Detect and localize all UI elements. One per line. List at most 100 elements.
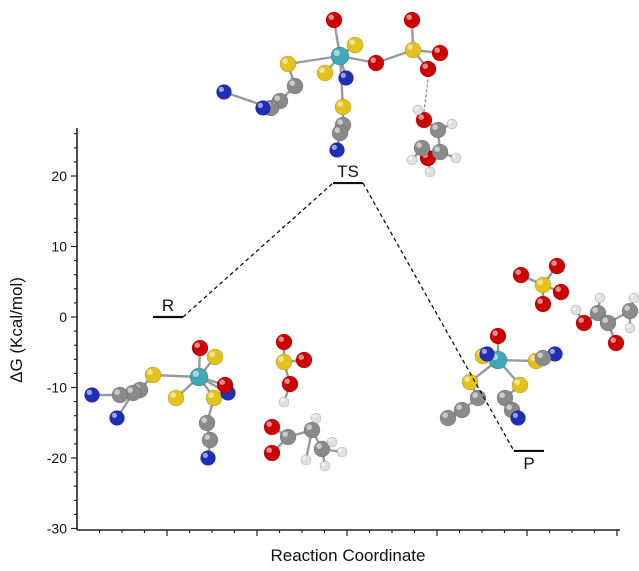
atom-highlight [415, 107, 419, 111]
atom [511, 411, 526, 426]
atom-highlight [278, 356, 284, 362]
reactant-complex-molecule-icon [85, 340, 236, 466]
atom [414, 140, 430, 156]
atom-highlight [627, 325, 631, 329]
atom [535, 350, 551, 366]
atom [432, 45, 448, 61]
atom-highlight [551, 260, 557, 266]
atom [335, 99, 351, 115]
atom-highlight [610, 337, 616, 343]
atom-highlight [442, 412, 448, 418]
atom-highlight [208, 392, 214, 398]
atom [168, 390, 184, 406]
level-label-ts: TS [337, 162, 359, 181]
atom [217, 377, 233, 393]
ts-ester-molecule-icon [407, 105, 461, 177]
atom-highlight [578, 317, 584, 323]
atom-highlight [409, 157, 413, 161]
atom-highlight [127, 387, 133, 393]
atom [332, 125, 348, 141]
atom [535, 277, 551, 293]
atom-highlight [449, 121, 453, 125]
atom-highlight [303, 457, 307, 461]
atom-highlight [147, 369, 153, 375]
atom [330, 143, 345, 158]
atom [535, 296, 551, 312]
atom-highlight [406, 14, 412, 20]
atom-highlight [258, 103, 263, 108]
atom-highlight [282, 58, 288, 64]
atom-highlight [194, 342, 200, 348]
reactant-acid-molecule-icon [276, 334, 312, 407]
atom-highlight [456, 404, 462, 410]
atom-highlight [514, 379, 520, 385]
atom-highlight [201, 417, 207, 423]
atom-highlight [203, 453, 208, 458]
atom-highlight [266, 447, 272, 453]
y-tick-label: -30 [47, 521, 67, 537]
ts-hydrogen-bond [424, 80, 428, 112]
atom [264, 445, 280, 461]
atom-highlight [209, 351, 215, 357]
atom-highlight [337, 101, 343, 107]
atom [276, 334, 292, 350]
product-sulfate-molecule-icon [513, 258, 569, 312]
atom [206, 390, 222, 406]
atom [339, 71, 354, 86]
atom [320, 461, 330, 471]
atom-highlight [513, 413, 518, 418]
atom [447, 119, 457, 129]
atom [576, 315, 592, 331]
atom [454, 402, 470, 418]
atom [490, 328, 506, 344]
y-tick-label: -10 [47, 380, 67, 396]
atom [192, 340, 208, 356]
atom-highlight [602, 317, 608, 323]
y-tick-label: -20 [47, 450, 67, 466]
level-label-r: R [162, 296, 174, 315]
atom-highlight [289, 80, 295, 86]
atom [480, 347, 495, 362]
atom [513, 267, 529, 283]
atom-highlight [337, 119, 343, 125]
atom-highlight [319, 67, 325, 73]
atom-highlight [284, 378, 290, 384]
atom [296, 352, 312, 368]
atom-highlight [334, 127, 340, 133]
atom [413, 105, 423, 115]
atom-highlight [573, 307, 577, 311]
y-tick-label: 20 [51, 168, 67, 184]
atom [264, 419, 280, 435]
atom-highlight [515, 269, 521, 275]
atom [512, 377, 528, 393]
atom-highlight [322, 463, 326, 467]
atom [622, 303, 638, 319]
atom-highlight [453, 155, 457, 159]
atom [331, 47, 349, 65]
atom-highlight [328, 14, 334, 20]
atom-highlight [482, 349, 487, 354]
atom-highlight [464, 376, 470, 382]
level-label-p: P [523, 454, 534, 473]
atom-highlight [597, 295, 601, 299]
atom-highlight [87, 390, 92, 395]
y-tick-label: 0 [59, 309, 67, 325]
molecule-renderings [85, 12, 639, 471]
atom [110, 411, 125, 426]
atom [145, 367, 161, 383]
ts-complex-molecule-icon [217, 12, 449, 158]
atom [282, 376, 298, 392]
atom-highlight [170, 392, 176, 398]
atom [276, 354, 292, 370]
atom [405, 42, 421, 58]
atom [451, 153, 461, 163]
atom-highlight [193, 371, 199, 377]
atom [280, 429, 296, 445]
atom-highlight [537, 279, 543, 285]
atom [432, 144, 448, 160]
pathway-connector [363, 183, 514, 451]
atom-highlight [349, 39, 355, 45]
atom-highlight [418, 114, 424, 120]
atom-highlight [219, 379, 225, 385]
atom [549, 258, 565, 274]
